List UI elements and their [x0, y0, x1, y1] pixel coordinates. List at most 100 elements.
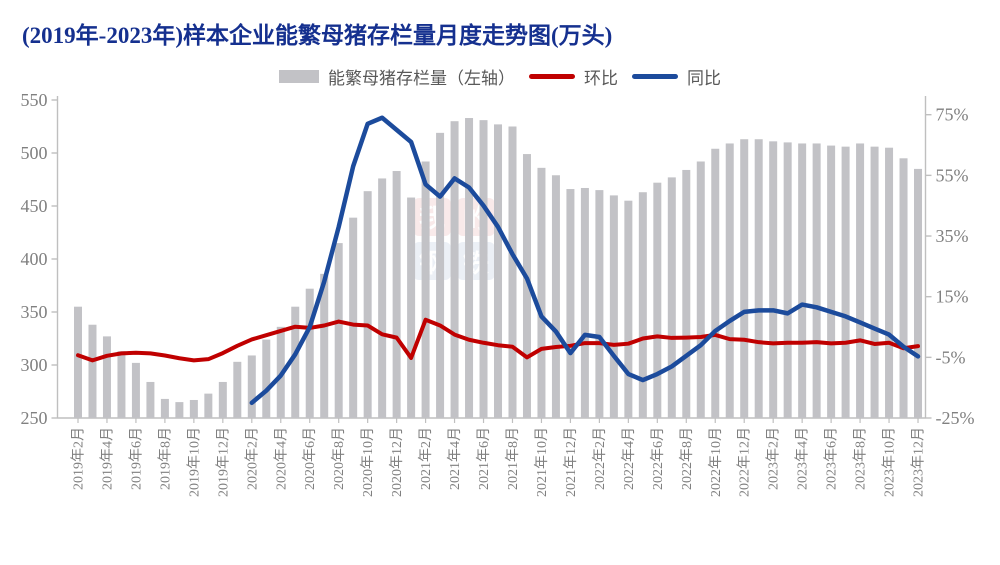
- bar: [653, 182, 662, 418]
- bar: [436, 132, 445, 419]
- bar: [856, 143, 865, 418]
- bar: [175, 402, 184, 418]
- x-tick-label: 2020年2月: [244, 427, 260, 490]
- right-tick-label: 55%: [936, 165, 969, 185]
- legend-item-yoy: 同比: [632, 64, 721, 89]
- axes: [56, 96, 927, 419]
- bar: [218, 381, 227, 418]
- x-tick-label: 2019年12月: [215, 427, 231, 497]
- legend-mom-line-swatch: [529, 74, 575, 79]
- bar: [754, 139, 763, 418]
- bar: [624, 200, 633, 418]
- bar: [740, 139, 749, 418]
- x-tick-label: 2020年12月: [389, 427, 405, 497]
- mom-line: [76, 317, 921, 363]
- bar: [827, 145, 836, 418]
- bar: [696, 161, 705, 419]
- bar: [508, 126, 517, 418]
- bar: [146, 381, 155, 418]
- legend-item-mom: 环比: [529, 64, 618, 89]
- left-tick-label: 350: [21, 302, 48, 322]
- left-axis-labels: 550 500 450 400 350 300 250: [21, 90, 58, 428]
- x-tick-label: 2023年12月: [911, 427, 927, 497]
- bar: [407, 197, 416, 418]
- left-tick-label: 250: [21, 408, 48, 428]
- left-tick-label: 300: [21, 355, 48, 375]
- x-tick-label: 2023年8月: [853, 427, 869, 490]
- x-tick-label: 2021年2月: [418, 427, 434, 490]
- x-tick-label: 2019年8月: [157, 427, 173, 490]
- legend-mom-label: 环比: [584, 69, 618, 88]
- bar: [305, 288, 314, 418]
- bar: [378, 178, 387, 418]
- bar: [117, 351, 126, 418]
- x-tick-label: 2022年12月: [737, 427, 753, 497]
- left-tick-label: 500: [21, 143, 48, 163]
- bar: [667, 177, 676, 418]
- right-tick-label: 75%: [936, 105, 969, 125]
- bar: [783, 142, 792, 418]
- x-tick-label: 2023年6月: [824, 427, 840, 490]
- x-tick-label: 2022年2月: [592, 427, 608, 490]
- x-tick-label: 2019年6月: [128, 427, 144, 490]
- x-axis-labels: 2019年2月 2019年4月 2019年6月 2019年8月 2019年10月 2019…: [71, 418, 927, 497]
- bar: [262, 339, 271, 418]
- x-tick-label: 2020年4月: [273, 427, 289, 490]
- bar: [725, 143, 734, 418]
- legend-yoy-label: 同比: [687, 69, 721, 88]
- bar: [870, 146, 879, 418]
- bar: [914, 168, 923, 418]
- bar: [566, 189, 575, 418]
- left-tick-label: 550: [21, 90, 48, 110]
- bar: [551, 175, 560, 418]
- bar: [537, 167, 546, 418]
- bar: [465, 118, 474, 419]
- right-tick-label: 15%: [936, 287, 969, 307]
- x-tick-label: 2020年8月: [331, 427, 347, 490]
- bar: [88, 324, 97, 418]
- legend-item-inventory: 能繁母猪存栏量（左轴）: [279, 64, 515, 89]
- bar: [841, 146, 850, 418]
- x-tick-label: 2021年8月: [505, 427, 521, 490]
- x-tick-label: 2020年6月: [302, 427, 318, 490]
- bar: [609, 195, 618, 418]
- bar: [899, 158, 908, 419]
- x-tick-label: 2023年2月: [766, 427, 782, 490]
- bar: [522, 154, 531, 418]
- bar: [479, 120, 488, 418]
- bar: [885, 147, 894, 418]
- right-tick-label: 35%: [936, 226, 969, 246]
- x-tick-label: 2022年8月: [679, 427, 695, 490]
- bar: [233, 361, 242, 418]
- x-tick-label: 2020年10月: [360, 427, 376, 497]
- bar: [189, 399, 198, 418]
- x-tick-label: 2023年10月: [882, 427, 898, 497]
- bar: [131, 362, 140, 418]
- bar: [392, 171, 401, 418]
- bar: [580, 187, 589, 418]
- yoy-line: [249, 115, 921, 406]
- left-tick-label: 400: [21, 249, 48, 269]
- right-tick-label: -25%: [936, 408, 975, 428]
- bar: [247, 355, 256, 418]
- x-tick-label: 2021年6月: [476, 427, 492, 490]
- x-tick-label: 2019年10月: [186, 427, 202, 497]
- bar: [595, 190, 604, 418]
- x-tick-label: 2022年6月: [650, 427, 666, 490]
- x-tick-label: 2022年10月: [708, 427, 724, 497]
- bar: [711, 148, 720, 418]
- bar: [291, 306, 300, 418]
- bar: [812, 143, 821, 418]
- inventory-bars: [74, 118, 923, 419]
- bar: [494, 124, 503, 418]
- bar: [421, 161, 430, 419]
- bar: [798, 143, 807, 418]
- bar: [638, 192, 647, 418]
- bar: [320, 273, 329, 418]
- bar: [450, 121, 459, 418]
- chart-title: (2019年-2023年)样本企业能繁母猪存栏量月度走势图(万头): [22, 23, 613, 48]
- x-tick-label: 2021年4月: [447, 427, 463, 490]
- right-tick-label: -5%: [936, 347, 966, 367]
